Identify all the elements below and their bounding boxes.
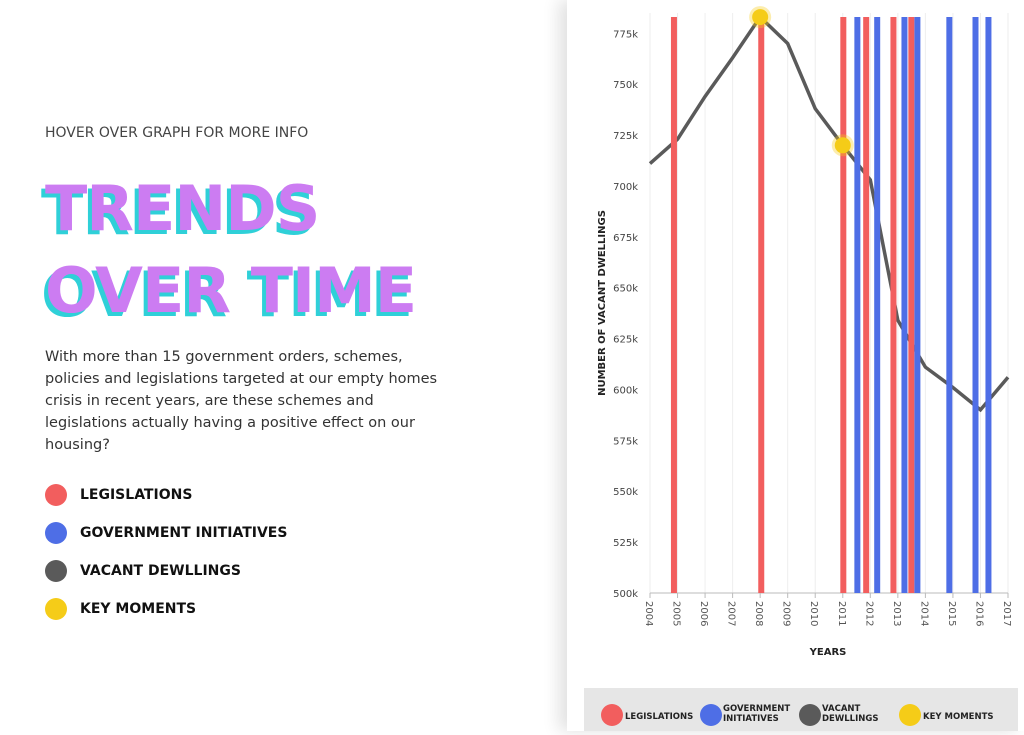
event-bar xyxy=(901,17,908,593)
x-tick-label: 2013 xyxy=(891,601,902,626)
event-bar xyxy=(670,17,677,593)
x-tick-label: 2005 xyxy=(671,601,682,626)
legend-label: LEGISLATIONS xyxy=(625,712,693,722)
event-bar xyxy=(914,17,921,593)
legend-swatch xyxy=(700,704,722,726)
y-tick-label: 750k xyxy=(613,80,638,91)
legend-label: VACANT DEWLLINGS xyxy=(822,704,878,724)
x-tick-label: 2016 xyxy=(973,601,984,626)
event-bar xyxy=(972,17,979,593)
event-bar xyxy=(890,17,897,593)
x-tick-label: 2008 xyxy=(753,601,764,626)
legend-label-line: VACANT xyxy=(822,704,861,714)
y-tick-label: 650k xyxy=(613,284,638,295)
key-moment xyxy=(834,137,851,154)
legend: LEGISLATIONS GOVERNMENT INITIATIVES VACANT… xyxy=(45,476,287,628)
legend-label-line: INITIATIVES xyxy=(723,714,779,724)
y-tick-label: 700k xyxy=(613,182,638,193)
x-tick-label: 2015 xyxy=(946,601,957,626)
y-tick-label: 525k xyxy=(613,538,638,549)
legend-label: KEY MOMENTS xyxy=(80,601,197,617)
y-tick-label: 550k xyxy=(613,487,638,498)
y-tick-label: 600k xyxy=(613,385,638,396)
hint: HOVER OVER GRAPH FOR MORE INFO xyxy=(45,125,309,141)
legend-swatch xyxy=(45,598,67,620)
y-tick-label: 725k xyxy=(613,131,638,142)
x-axis-label: YEARS xyxy=(809,647,847,658)
intro-text: With more than 15 government orders, sch… xyxy=(45,349,438,453)
legend-label: GOVERNMENT INITIATIVES xyxy=(80,525,288,541)
x-tick-label: 2014 xyxy=(918,601,929,626)
event-bar xyxy=(840,17,847,593)
x-tick-label: 2007 xyxy=(726,601,737,626)
chart: 2004 2005 2006 2007 2008 2009 2010 2011 2012 2013… xyxy=(584,6,1018,731)
legend-swatch xyxy=(45,522,67,544)
y-tick-label: 675k xyxy=(613,233,638,244)
event-bar xyxy=(908,17,915,593)
legend-item: KEY MOMENTS xyxy=(45,590,287,628)
title-line: TRENDS xyxy=(45,172,320,245)
legend-swatch xyxy=(799,704,821,726)
y-tick-label: 500k xyxy=(613,589,638,600)
legend-label-line: GOVERNMENT xyxy=(723,704,790,714)
event-bar xyxy=(758,17,765,593)
x-tick-label: 2006 xyxy=(698,601,709,626)
y-tick-label: 575k xyxy=(613,436,638,447)
y-tick-label: 775k xyxy=(613,29,638,40)
x-tick-label: 2012 xyxy=(863,601,874,626)
legend-swatch xyxy=(45,484,67,506)
event-bar xyxy=(874,17,881,593)
title-line: OVER TIME xyxy=(45,254,417,327)
line xyxy=(648,14,1010,413)
x-tick-label: 2004 xyxy=(643,601,654,626)
x-tick-label: 2011 xyxy=(836,601,847,626)
legend-item: GOVERNMENT INITIATIVES xyxy=(45,514,287,552)
legend-swatch xyxy=(45,560,67,582)
title: TRENDS OVER TIME xyxy=(45,168,417,332)
x-tick-label: 2010 xyxy=(808,601,819,626)
legend-item: VACANT DEWLLINGS xyxy=(45,552,287,590)
key-moment xyxy=(752,9,769,26)
y-tick-label: 625k xyxy=(613,335,638,346)
x-tick-label: 2009 xyxy=(781,601,792,626)
event-bar xyxy=(946,17,953,593)
legend-item: LEGISLATIONS xyxy=(45,476,287,514)
intro-panel: HOVER OVER GRAPH FOR MORE INFO TRENDS OV… xyxy=(45,125,438,628)
legend-label: GOVERNMENT INITIATIVES xyxy=(723,704,790,724)
x-tick-label: 2017 xyxy=(1001,601,1012,626)
event-bar xyxy=(863,17,870,593)
event-bar xyxy=(985,17,992,593)
legend-label: KEY MOMENTS xyxy=(923,712,994,722)
legend-swatch xyxy=(601,704,623,726)
y-axis-label: NUMBER OF VACANT DWELLINGS xyxy=(597,210,608,396)
legend-swatch xyxy=(899,704,921,726)
legend-label: VACANT DEWLLINGS xyxy=(80,563,241,579)
chart-panel: 2004 2005 2006 2007 2008 2009 2010 2011 2012 2013… xyxy=(567,0,1024,731)
event-bar xyxy=(854,17,861,593)
legend-label: LEGISLATIONS xyxy=(80,487,193,503)
legend-label-line: DEWLLINGS xyxy=(822,714,878,724)
